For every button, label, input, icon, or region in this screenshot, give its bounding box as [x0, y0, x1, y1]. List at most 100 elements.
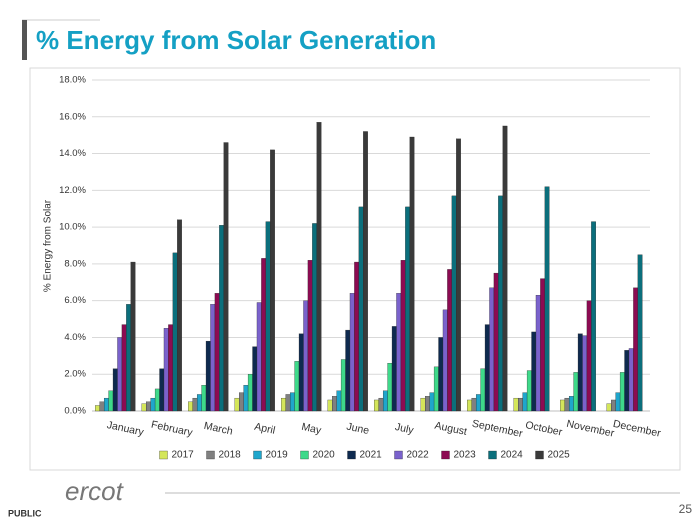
y-tick-label: 0.0%	[64, 406, 86, 417]
bar	[637, 254, 643, 412]
bar	[336, 390, 342, 412]
bar	[396, 293, 402, 412]
bar	[256, 302, 262, 412]
x-tick-label: May	[300, 421, 323, 437]
bar	[425, 396, 430, 412]
legend-swatch	[300, 450, 309, 460]
bar	[303, 300, 309, 412]
bar	[429, 392, 435, 412]
bar	[358, 206, 364, 412]
bar	[475, 394, 481, 412]
bar	[606, 403, 612, 412]
legend-label: 2020	[313, 450, 336, 461]
bar	[374, 399, 379, 412]
bar	[513, 397, 519, 412]
bar	[540, 278, 546, 412]
bar	[312, 223, 317, 412]
bar	[624, 350, 630, 412]
bar	[247, 374, 253, 412]
bar	[150, 397, 156, 412]
bar	[586, 300, 592, 412]
legend-label: 2025	[548, 450, 571, 461]
bar	[234, 397, 240, 412]
legend-swatch	[441, 450, 450, 460]
y-tick-label: 2.0%	[64, 369, 86, 380]
bar	[447, 269, 453, 412]
bar	[467, 399, 472, 412]
chart-frame	[29, 67, 681, 471]
bar	[591, 221, 596, 412]
bar	[117, 337, 123, 412]
bar	[112, 368, 118, 412]
y-tick-label: 14.0%	[59, 148, 86, 159]
bar	[214, 293, 220, 412]
x-tick-label: March	[203, 420, 234, 438]
y-tick-label: 18.0%	[59, 75, 86, 86]
bar	[573, 372, 579, 412]
bar	[363, 131, 368, 412]
bar	[526, 370, 532, 412]
bar	[354, 261, 360, 412]
bar	[163, 328, 169, 412]
bar	[471, 397, 477, 412]
bar	[378, 397, 384, 412]
bar	[332, 396, 337, 412]
bar	[387, 363, 393, 412]
bar	[582, 335, 588, 412]
bar	[480, 368, 486, 412]
bar	[433, 366, 439, 412]
bar	[391, 326, 397, 412]
bar	[518, 397, 523, 412]
bar	[442, 309, 448, 412]
bar	[327, 399, 333, 412]
bar	[289, 392, 295, 412]
bar	[130, 261, 136, 412]
logo: ercot	[65, 476, 125, 506]
legend-label: 2017	[172, 450, 195, 461]
plot: 0.0% 2.0% 4.0% 6.0% 8.0% 10.0% 12.0% 14.0% 16.0%…	[59, 75, 662, 461]
y-tick-label: 4.0%	[64, 332, 86, 343]
bar	[99, 401, 105, 412]
bar	[535, 294, 541, 412]
y-tick-label: 8.0%	[64, 258, 86, 269]
bar	[298, 333, 304, 412]
bar	[252, 346, 258, 412]
legend-label: 2018	[219, 450, 242, 461]
bar	[281, 397, 286, 412]
bar	[560, 399, 565, 412]
page-number: 25	[679, 502, 693, 516]
bar	[451, 195, 457, 412]
bar	[498, 195, 503, 412]
bar	[568, 396, 574, 412]
legend-swatch	[159, 450, 168, 460]
bar	[628, 348, 634, 412]
bar	[177, 219, 182, 412]
legend-swatch	[253, 450, 262, 460]
legend-label: 2024	[501, 450, 524, 461]
bar	[633, 287, 639, 412]
bar	[564, 397, 570, 412]
bar	[270, 149, 275, 412]
bar	[489, 287, 495, 412]
bar	[438, 337, 444, 412]
bar	[210, 304, 216, 412]
y-tick-label: 16.0%	[59, 111, 86, 122]
legend-swatch	[488, 450, 497, 460]
bar	[502, 125, 508, 412]
y-tick-label: 12.0%	[59, 185, 86, 196]
bar	[316, 122, 322, 412]
legend-label: 2022	[407, 450, 430, 461]
bar	[219, 225, 224, 412]
bar	[619, 372, 625, 412]
bar	[340, 359, 346, 412]
classification: PUBLIC	[8, 508, 42, 518]
bar	[201, 385, 207, 412]
bar	[141, 403, 147, 412]
bar	[409, 136, 415, 412]
bar	[192, 397, 198, 412]
legend-swatch	[347, 450, 356, 460]
bar	[188, 401, 193, 412]
bar	[349, 293, 355, 412]
y-axis-title: % Energy from Solar	[43, 199, 54, 292]
